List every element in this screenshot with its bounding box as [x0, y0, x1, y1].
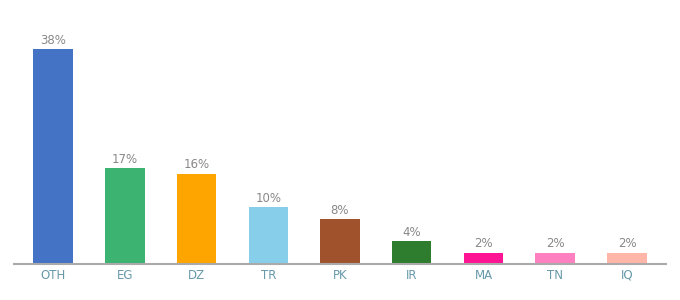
Bar — [392, 242, 432, 264]
Text: 2%: 2% — [546, 237, 564, 250]
Text: 10%: 10% — [255, 192, 282, 205]
Bar — [177, 174, 216, 264]
Text: 8%: 8% — [330, 203, 350, 217]
Text: 17%: 17% — [112, 153, 138, 166]
Bar — [464, 253, 503, 264]
Bar — [535, 253, 575, 264]
Text: 2%: 2% — [617, 237, 636, 250]
Text: 16%: 16% — [184, 158, 209, 171]
Text: 2%: 2% — [474, 237, 493, 250]
Bar — [105, 168, 145, 264]
Bar — [607, 253, 647, 264]
Text: 4%: 4% — [403, 226, 421, 239]
Text: 38%: 38% — [40, 34, 66, 47]
Bar — [248, 208, 288, 264]
Bar — [33, 49, 73, 264]
Bar — [320, 219, 360, 264]
